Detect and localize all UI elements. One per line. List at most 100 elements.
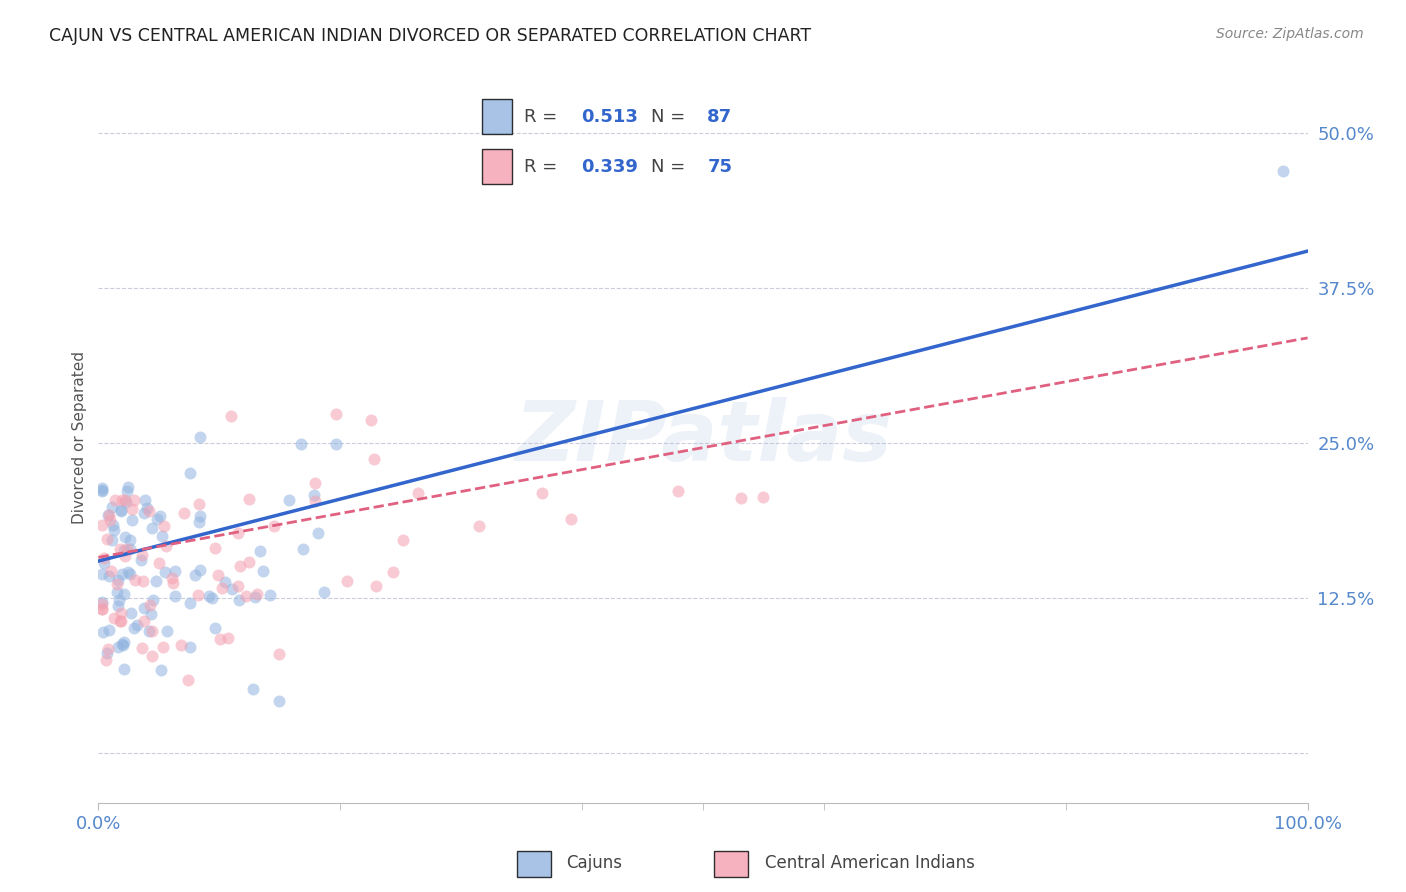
Point <box>366 579 388 593</box>
Point <box>363 452 385 467</box>
Point <box>120 606 142 620</box>
Point <box>267 647 290 661</box>
Point <box>132 574 155 589</box>
Point <box>121 512 143 526</box>
Point <box>173 506 195 520</box>
Text: Central American Indians: Central American Indians <box>765 854 976 872</box>
Point <box>98 513 121 527</box>
Point <box>467 519 489 533</box>
Point <box>111 566 134 581</box>
Point <box>165 565 187 579</box>
Point <box>124 574 146 588</box>
Point <box>110 606 132 620</box>
Point <box>153 519 176 533</box>
Point <box>107 573 129 587</box>
Point <box>124 622 146 636</box>
Point <box>103 523 125 537</box>
Point <box>179 596 201 610</box>
Point <box>122 492 145 507</box>
Point <box>96 646 118 660</box>
Text: Source: ZipAtlas.com: Source: ZipAtlas.com <box>1216 27 1364 41</box>
Point <box>152 528 174 542</box>
Point <box>201 591 224 605</box>
Point <box>149 508 172 523</box>
Point <box>104 492 127 507</box>
Point <box>112 543 135 558</box>
Point <box>197 589 219 603</box>
Point <box>101 533 124 547</box>
Point <box>135 500 157 515</box>
Point <box>188 430 211 444</box>
Point <box>139 607 162 621</box>
Point <box>170 638 193 652</box>
Point <box>267 693 290 707</box>
Point <box>252 564 274 578</box>
FancyBboxPatch shape <box>713 851 748 877</box>
Point <box>292 541 315 556</box>
Point <box>121 502 143 516</box>
FancyBboxPatch shape <box>517 851 551 877</box>
Point <box>112 635 135 649</box>
Point <box>141 648 163 663</box>
Point <box>111 493 134 508</box>
Point <box>105 576 128 591</box>
Point <box>207 567 229 582</box>
Point <box>98 569 121 583</box>
Text: CAJUN VS CENTRAL AMERICAN INDIAN DIVORCED OR SEPARATED CORRELATION CHART: CAJUN VS CENTRAL AMERICAN INDIAN DIVORCE… <box>49 27 811 45</box>
Point <box>139 599 162 613</box>
Point <box>132 506 155 520</box>
Text: Cajuns: Cajuns <box>565 854 621 872</box>
Point <box>187 497 209 511</box>
Point <box>107 599 129 613</box>
Point <box>325 407 347 421</box>
Point <box>242 681 264 696</box>
Point <box>730 491 752 505</box>
Point <box>91 601 114 615</box>
Point <box>112 662 135 676</box>
Point <box>93 551 115 566</box>
Point <box>246 587 269 601</box>
Point <box>204 621 226 635</box>
Point <box>134 493 156 508</box>
Point <box>91 597 114 611</box>
Point <box>112 587 135 601</box>
Point <box>118 567 141 582</box>
Point <box>336 574 359 588</box>
Point <box>214 574 236 589</box>
Point <box>238 492 260 507</box>
Point <box>219 409 242 424</box>
Point <box>114 493 136 508</box>
Point <box>115 483 138 498</box>
Point <box>97 642 120 657</box>
Point <box>145 574 167 588</box>
Point <box>278 493 301 508</box>
Point <box>304 476 326 491</box>
Point <box>290 437 312 451</box>
Point <box>97 624 120 638</box>
Point <box>187 515 209 529</box>
Point <box>307 525 329 540</box>
Y-axis label: Divorced or Separated: Divorced or Separated <box>72 351 87 524</box>
Point <box>176 673 198 687</box>
Point <box>117 542 139 557</box>
Point <box>560 512 582 526</box>
Point <box>228 579 250 593</box>
Point <box>111 637 134 651</box>
Point <box>382 566 405 580</box>
Point <box>131 548 153 562</box>
Point <box>132 614 155 628</box>
Point <box>179 466 201 480</box>
Point <box>245 591 267 605</box>
Point <box>142 593 165 607</box>
Point <box>211 581 233 595</box>
Point <box>108 542 131 557</box>
Point <box>249 544 271 558</box>
Point <box>97 508 120 522</box>
Point <box>105 585 128 599</box>
Point <box>100 500 122 514</box>
Point <box>304 493 326 508</box>
Point <box>229 558 252 573</box>
Point <box>204 541 226 555</box>
Point <box>91 481 114 495</box>
Point <box>118 533 141 547</box>
